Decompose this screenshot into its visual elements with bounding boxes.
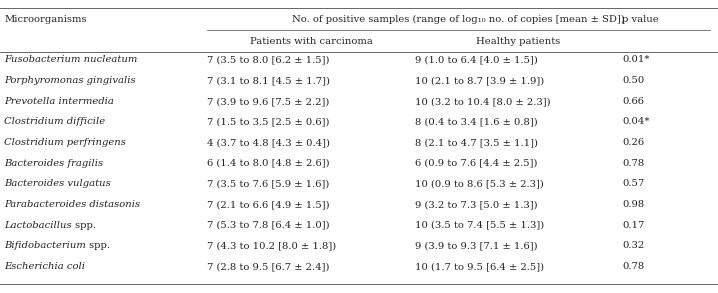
Text: 0.04*: 0.04* [622, 117, 650, 126]
Text: 9 (3.9 to 9.3 [7.1 ± 1.6]): 9 (3.9 to 9.3 [7.1 ± 1.6]) [415, 241, 538, 250]
Text: 7 (3.5 to 8.0 [6.2 ± 1.5]): 7 (3.5 to 8.0 [6.2 ± 1.5]) [207, 55, 330, 64]
Text: 7 (3.1 to 8.1 [4.5 ± 1.7]): 7 (3.1 to 8.1 [4.5 ± 1.7]) [207, 76, 330, 85]
Text: 0.50: 0.50 [622, 76, 644, 85]
Text: spp.: spp. [72, 221, 95, 230]
Text: 10 (2.1 to 8.7 [3.9 ± 1.9]): 10 (2.1 to 8.7 [3.9 ± 1.9]) [415, 76, 544, 85]
Text: 8 (2.1 to 4.7 [3.5 ± 1.1]): 8 (2.1 to 4.7 [3.5 ± 1.1]) [415, 138, 538, 147]
Text: Healthy patients: Healthy patients [476, 37, 561, 45]
Text: 7 (5.3 to 7.8 [6.4 ± 1.0]): 7 (5.3 to 7.8 [6.4 ± 1.0]) [207, 221, 330, 230]
Text: Bacteroides vulgatus: Bacteroides vulgatus [4, 179, 111, 188]
Text: Microorganisms: Microorganisms [4, 14, 86, 23]
Text: 7 (2.8 to 9.5 [6.7 ± 2.4]): 7 (2.8 to 9.5 [6.7 ± 2.4]) [207, 262, 330, 271]
Text: 9 (1.0 to 6.4 [4.0 ± 1.5]): 9 (1.0 to 6.4 [4.0 ± 1.5]) [415, 55, 538, 64]
Text: 0.66: 0.66 [622, 97, 644, 106]
Text: 0.78: 0.78 [622, 159, 644, 168]
Text: 0.17: 0.17 [622, 221, 644, 230]
Text: Parabacteroides distasonis: Parabacteroides distasonis [4, 200, 140, 209]
Text: 0.32: 0.32 [622, 241, 644, 250]
Text: No. of positive samples (range of log₁₀ no. of copies [mean ± SD]): No. of positive samples (range of log₁₀ … [292, 14, 625, 23]
Text: 4 (3.7 to 4.8 [4.3 ± 0.4]): 4 (3.7 to 4.8 [4.3 ± 0.4]) [207, 138, 330, 147]
Text: 8 (0.4 to 3.4 [1.6 ± 0.8]): 8 (0.4 to 3.4 [1.6 ± 0.8]) [415, 117, 538, 126]
Text: 10 (0.9 to 8.6 [5.3 ± 2.3]): 10 (0.9 to 8.6 [5.3 ± 2.3]) [415, 179, 544, 188]
Text: Bacteroides fragilis: Bacteroides fragilis [4, 159, 103, 168]
Text: Porphyromonas gingivalis: Porphyromonas gingivalis [4, 76, 136, 85]
Text: Clostridium perfringens: Clostridium perfringens [4, 138, 126, 147]
Text: 0.01*: 0.01* [622, 55, 650, 64]
Text: Patients with carcinoma: Patients with carcinoma [250, 37, 373, 45]
Text: 7 (2.1 to 6.6 [4.9 ± 1.5]): 7 (2.1 to 6.6 [4.9 ± 1.5]) [207, 200, 330, 209]
Text: 9 (3.2 to 7.3 [5.0 ± 1.3]): 9 (3.2 to 7.3 [5.0 ± 1.3]) [415, 200, 538, 209]
Text: 7 (3.9 to 9.6 [7.5 ± 2.2]): 7 (3.9 to 9.6 [7.5 ± 2.2]) [207, 97, 330, 106]
Text: Clostridium difficile: Clostridium difficile [4, 117, 105, 126]
Text: 6 (1.4 to 8.0 [4.8 ± 2.6]): 6 (1.4 to 8.0 [4.8 ± 2.6]) [207, 159, 330, 168]
Text: 7 (1.5 to 3.5 [2.5 ± 0.6]): 7 (1.5 to 3.5 [2.5 ± 0.6]) [207, 117, 330, 126]
Text: Prevotella intermedia: Prevotella intermedia [4, 97, 114, 106]
Text: 10 (1.7 to 9.5 [6.4 ± 2.5]): 10 (1.7 to 9.5 [6.4 ± 2.5]) [415, 262, 544, 271]
Text: Lactobacillus: Lactobacillus [4, 221, 72, 230]
Text: 0.26: 0.26 [622, 138, 644, 147]
Text: Fusobacterium nucleatum: Fusobacterium nucleatum [4, 55, 137, 64]
Text: 7 (4.3 to 10.2 [8.0 ± 1.8]): 7 (4.3 to 10.2 [8.0 ± 1.8]) [207, 241, 336, 250]
Text: p value: p value [622, 14, 658, 23]
Text: 7 (3.5 to 7.6 [5.9 ± 1.6]): 7 (3.5 to 7.6 [5.9 ± 1.6]) [207, 179, 330, 188]
Text: 6 (0.9 to 7.6 [4.4 ± 2.5]): 6 (0.9 to 7.6 [4.4 ± 2.5]) [415, 159, 538, 168]
Text: 10 (3.2 to 10.4 [8.0 ± 2.3]): 10 (3.2 to 10.4 [8.0 ± 2.3]) [415, 97, 551, 106]
Text: 0.98: 0.98 [622, 200, 644, 209]
Text: 0.78: 0.78 [622, 262, 644, 271]
Text: Bifidobacterium: Bifidobacterium [4, 241, 86, 250]
Text: spp.: spp. [86, 241, 110, 250]
Text: 10 (3.5 to 7.4 [5.5 ± 1.3]): 10 (3.5 to 7.4 [5.5 ± 1.3]) [415, 221, 544, 230]
Text: 0.57: 0.57 [622, 179, 644, 188]
Text: Escherichia coli: Escherichia coli [4, 262, 85, 271]
